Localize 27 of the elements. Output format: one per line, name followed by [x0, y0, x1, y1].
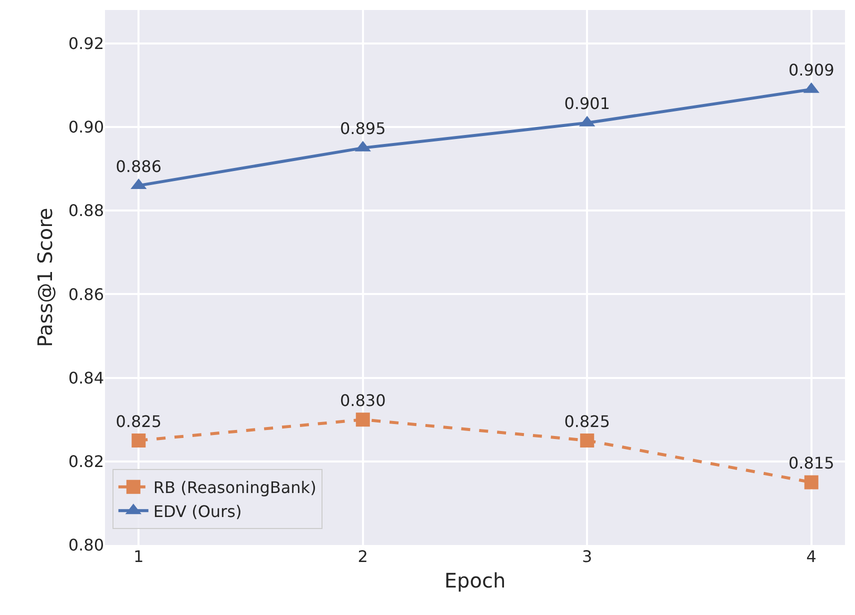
data-label: 0.901 [564, 94, 610, 114]
y-tick-label: 0.82 [68, 452, 104, 472]
x-tick-label: 3 [582, 547, 592, 566]
y-tick-label: 0.90 [68, 118, 104, 137]
data-label: 0.825 [116, 412, 162, 431]
y-tick-label: 0.92 [68, 34, 104, 54]
x-axis-title: Epoch [444, 568, 506, 592]
point [132, 434, 146, 448]
x-tick-label: 4 [806, 547, 816, 566]
x-tick-label: 1 [134, 547, 144, 566]
point [356, 412, 370, 427]
legend-label: EDV (Ours) [153, 502, 242, 521]
data-label: 0.895 [340, 119, 386, 138]
point [580, 434, 594, 448]
data-label: 0.825 [564, 412, 610, 431]
data-label: 0.909 [788, 60, 834, 80]
x-tick-label: 2 [358, 547, 368, 566]
y-axis-title: Pass@1 Score [32, 208, 57, 348]
point [804, 475, 818, 490]
data-label: 0.830 [340, 390, 386, 410]
legend-label: RB (ReasoningBank) [153, 478, 316, 498]
y-tick-label: 0.80 [68, 536, 104, 555]
y-tick-label: 0.88 [68, 201, 104, 220]
y-tick-label: 0.84 [68, 368, 104, 388]
data-label: 0.886 [116, 156, 162, 176]
y-tick-label: 0.86 [68, 284, 104, 304]
data-label: 0.815 [788, 454, 834, 473]
